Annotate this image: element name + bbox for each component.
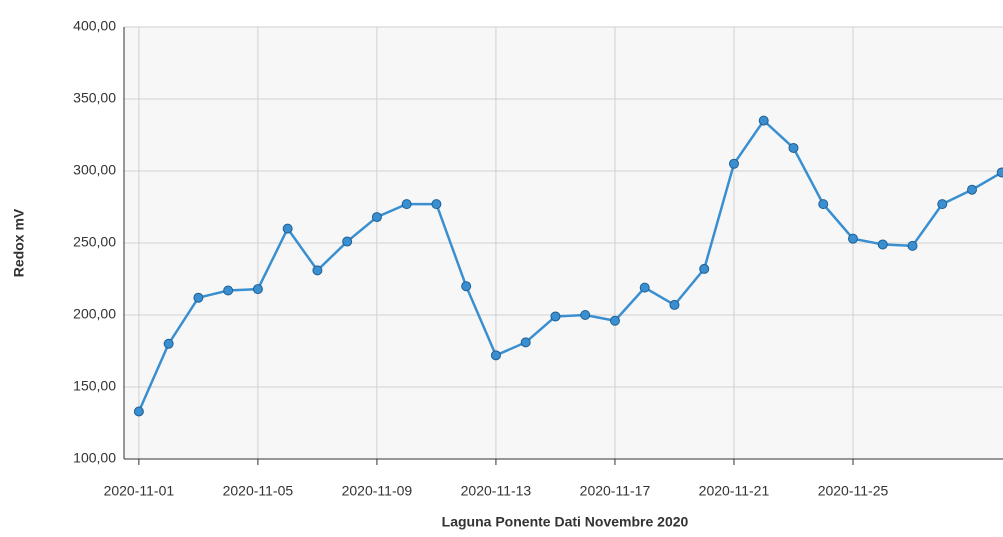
point bbox=[967, 184, 978, 195]
point bbox=[312, 265, 323, 276]
point bbox=[252, 284, 263, 295]
y-tick-label: 100,00 bbox=[73, 450, 116, 466]
y-axis-title: Redox mV bbox=[11, 208, 27, 277]
y-tick-label: 300,00 bbox=[73, 162, 116, 178]
x-tick-label: 2020-11-13 bbox=[461, 483, 532, 499]
point bbox=[133, 406, 144, 417]
point bbox=[342, 236, 353, 247]
x-tick-label: 2020-11-01 bbox=[104, 483, 175, 499]
line bbox=[137, 118, 1003, 412]
point bbox=[788, 142, 799, 153]
x-tick-label: 2020-11-05 bbox=[223, 483, 294, 499]
y-tick-label: 350,00 bbox=[73, 90, 116, 106]
point bbox=[223, 285, 234, 296]
point bbox=[609, 315, 620, 326]
point bbox=[550, 311, 561, 322]
point bbox=[431, 199, 442, 210]
point bbox=[193, 292, 204, 303]
point bbox=[818, 199, 829, 210]
y-tick-label: 250,00 bbox=[73, 234, 116, 250]
x-tick-label: 2020-11-09 bbox=[342, 483, 413, 499]
point bbox=[728, 158, 739, 169]
x-tick-label: 2020-11-21 bbox=[699, 483, 770, 499]
point bbox=[401, 199, 412, 210]
x-tick-label: 2020-11-17 bbox=[580, 483, 651, 499]
x-tick-label: 2020-11-25 bbox=[818, 483, 889, 499]
point bbox=[699, 263, 710, 274]
point bbox=[758, 115, 769, 126]
point bbox=[847, 233, 858, 244]
point bbox=[282, 223, 293, 234]
point bbox=[877, 239, 888, 250]
point bbox=[907, 240, 918, 251]
point bbox=[996, 167, 1003, 178]
y-tick-label: 200,00 bbox=[73, 306, 116, 322]
point bbox=[520, 337, 531, 348]
point bbox=[163, 338, 174, 349]
point bbox=[371, 212, 382, 223]
point bbox=[937, 199, 948, 210]
point bbox=[580, 310, 591, 320]
y-tick-label: 150,00 bbox=[73, 378, 116, 394]
point bbox=[639, 282, 650, 293]
x-axis-title: Laguna Ponente Dati Novembre 2020 bbox=[442, 514, 689, 530]
y-tick-label: 400,00 bbox=[73, 18, 116, 34]
point bbox=[490, 350, 501, 361]
point bbox=[461, 281, 472, 292]
point bbox=[669, 299, 680, 310]
